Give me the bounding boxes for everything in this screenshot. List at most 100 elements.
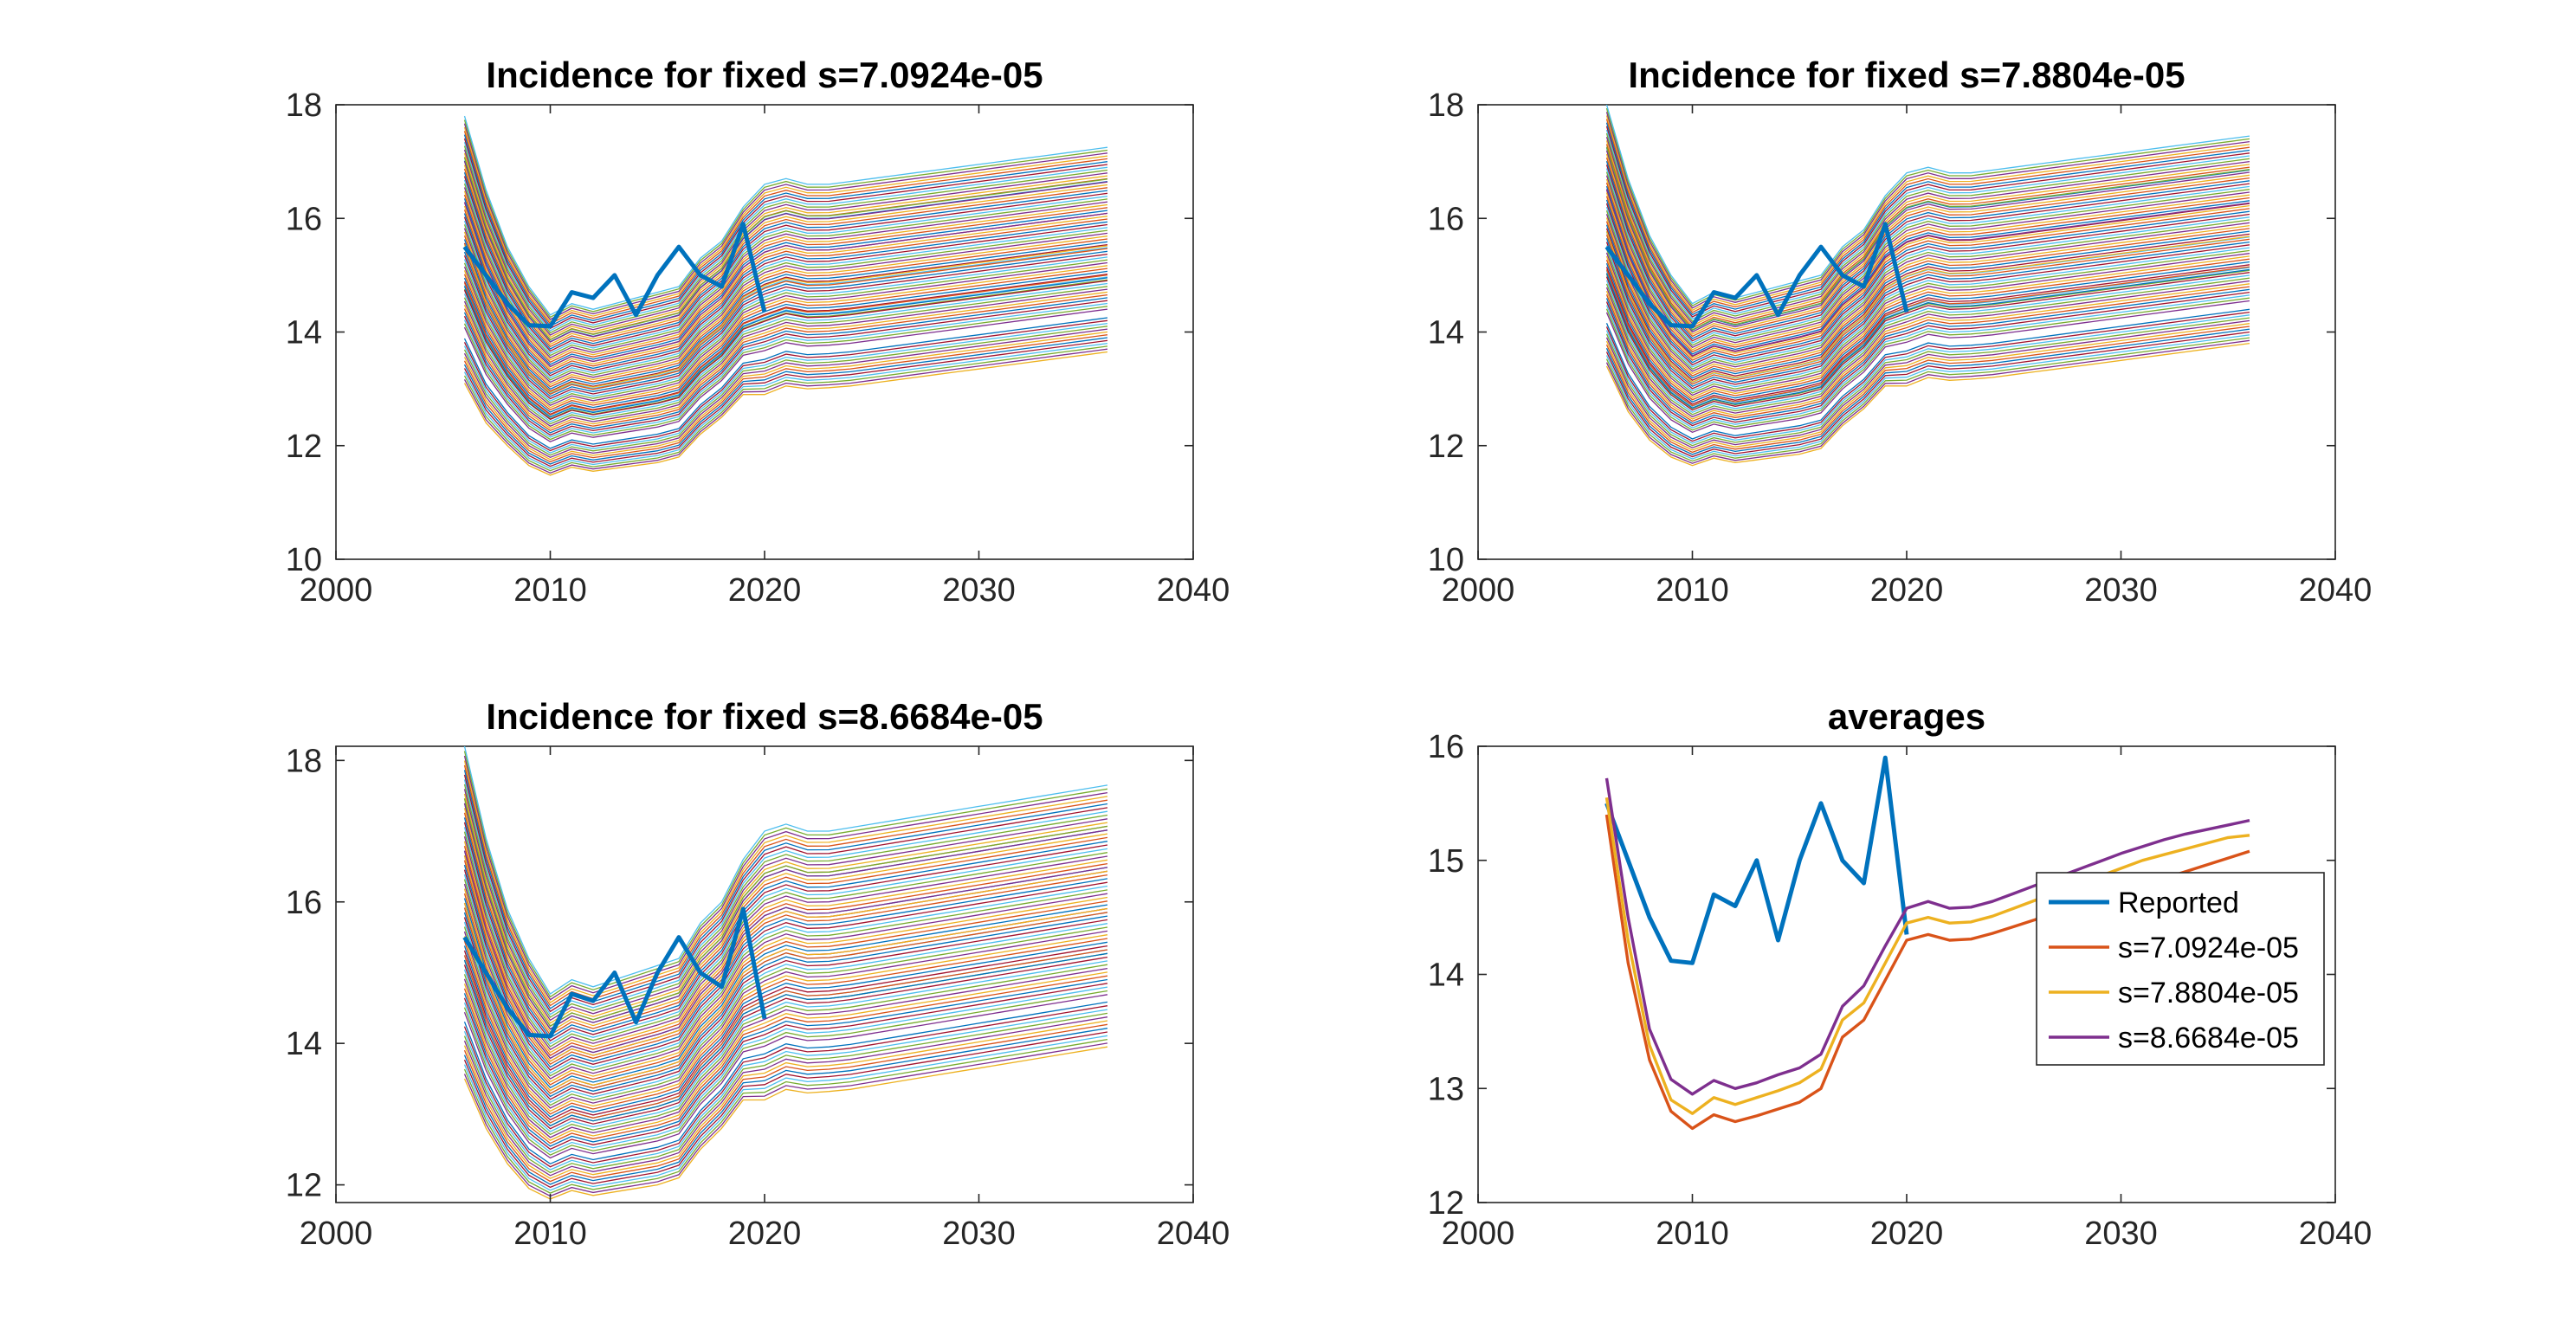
panel-3-ensemble-line <box>463 808 1108 1033</box>
panel-3-ensemble-line <box>463 779 1108 1016</box>
panel-3-ensemble-line <box>463 917 1108 1100</box>
panel-2-x-tick-label: 2040 <box>2299 572 2373 609</box>
panel-3-ensemble-line <box>463 817 1108 1039</box>
panel-2-ensemble-line <box>1605 274 2250 414</box>
panel-3-x-tick-label: 2000 <box>300 1216 373 1252</box>
panel-3-x-tick-label: 2030 <box>942 1216 1016 1252</box>
panel-3-ensemble-line <box>463 971 1108 1141</box>
panel-3-ensemble-line <box>463 1028 1108 1185</box>
panel-2-ensemble-line <box>1605 331 2250 458</box>
panel-2-ensemble-line <box>1605 214 2250 372</box>
panel-4: 2000 2010 2020 2030 2040 12 13 14 15 16 averages Re… <box>1428 696 2373 1252</box>
panel-1-ensemble-line <box>463 119 1108 319</box>
panel-3-ensemble-line <box>463 912 1108 1098</box>
panel-2-ensemble-line <box>1605 286 2250 422</box>
panel-3-ensemble-line <box>463 990 1108 1156</box>
panel-1-ensemble-line <box>463 302 1108 438</box>
panel-3-ensemble-line <box>463 1020 1108 1179</box>
panel-2-ensemble-line <box>1605 203 2250 366</box>
panel-3-ensemble-line <box>463 930 1108 1109</box>
panel-2-y-tick-label: 12 <box>1428 429 1464 465</box>
panel-3-x-tick-label: 2010 <box>513 1216 587 1252</box>
panel-2-ensemble-line <box>1605 221 2250 377</box>
panel-3-x-tick-label: 2040 <box>1157 1216 1230 1252</box>
panel-3-ensemble-line <box>463 975 1108 1145</box>
panel-1-ensemble-line <box>463 339 1108 468</box>
panel-2-ensemble-line <box>1605 126 2250 318</box>
panel-1-x-tick-label: 2010 <box>513 572 587 609</box>
panel-3-ensemble-line <box>463 798 1108 1028</box>
panel-1-ensemble-line <box>463 351 1108 476</box>
panel-2-ensemble-line <box>1605 277 2250 416</box>
panel-3-x-tick-label: 2020 <box>728 1216 802 1252</box>
panel-3-ensemble-line <box>463 934 1108 1112</box>
panel-3-ensemble-line <box>463 764 1108 1007</box>
panel-2-ensemble-line <box>1605 242 2250 390</box>
panel-3-ensemble-line <box>463 945 1108 1121</box>
panel-3-ensemble-line <box>463 941 1108 1118</box>
panel-3-ensemble-line <box>463 860 1108 1066</box>
panel-3-ensemble-line <box>463 902 1108 1092</box>
panel-1-ensemble-line <box>463 179 1108 354</box>
panel-4-y-tick-label: 12 <box>1428 1185 1464 1222</box>
panel-2-series-reported <box>1604 222 1909 329</box>
panel-2-ensemble-line <box>1605 217 2250 375</box>
panel-2-ensemble-line <box>1605 230 2250 383</box>
panel-3-ensemble-line <box>463 994 1108 1159</box>
panel-1-ensemble-line <box>463 246 1108 395</box>
panel-1-ensemble-line <box>463 259 1108 404</box>
panel-2-ensemble-line <box>1605 122 2250 316</box>
panel-1-plot-area <box>462 115 1108 476</box>
panel-2-ensemble-line <box>1605 137 2250 325</box>
panel-1-ensemble-line <box>463 183 1108 357</box>
panel-2-ensemble-line <box>1605 255 2250 398</box>
panel-1-ensemble-line <box>463 213 1108 374</box>
panel-2-ensemble-line <box>1605 189 2250 357</box>
panel-1-ensemble-line <box>463 198 1108 365</box>
panel-1-x-tick-label: 2020 <box>728 572 802 609</box>
panel-4-legend: Reported s=7.0924e-05 s=7.8804e-05 s=8.6684… <box>2036 872 2325 1066</box>
panel-2: 2000 2010 2020 2030 2040 10 12 14 16 18 Incidence … <box>1428 55 2373 609</box>
panel-1-ensemble-line <box>463 331 1108 461</box>
panel-3-ensemble-line <box>463 938 1108 1115</box>
panel-1-title: Incidence for fixed s=7.0924e-05 <box>486 55 1043 95</box>
panel-1-y-tick-label: 18 <box>286 87 322 124</box>
legend-label: Reported <box>2118 887 2239 919</box>
panel-2-ensemble-line <box>1605 210 2250 371</box>
panel-4-y-tick-label: 13 <box>1428 1071 1464 1107</box>
panel-1-ensemble-line <box>463 176 1108 352</box>
panel-3-y-tick-label: 12 <box>286 1168 322 1204</box>
panel-3-ensemble-line <box>463 879 1108 1077</box>
panel-4-x-tick-label: 2040 <box>2299 1216 2373 1252</box>
panel-3-ensemble-line <box>463 1009 1108 1171</box>
panel-1-ensemble-line <box>463 334 1108 463</box>
panel-1-ensemble-line <box>463 345 1108 472</box>
panel-2-ensemble-line <box>1605 283 2250 420</box>
panel-2-ensemble-line <box>1605 132 2250 323</box>
panel-2-ensemble-line <box>1605 161 2250 339</box>
panel-1-ensemble-line <box>463 123 1108 320</box>
panel-1-ensemble-line <box>463 300 1108 436</box>
panel-1-ensemble-line <box>463 280 1108 421</box>
panel-2-ensemble-line <box>1605 308 2250 440</box>
panel-3-plot-area <box>462 746 1108 1200</box>
panel-2-ensemble-line <box>1605 175 2250 349</box>
panel-2-ensemble-line <box>1605 252 2250 397</box>
panel-1-ensemble-line <box>463 187 1108 358</box>
panel-2-y-tick-label: 10 <box>1428 542 1464 578</box>
panel-1-ensemble-line <box>463 220 1108 379</box>
panel-4-x-tick-label: 2030 <box>2084 1216 2158 1252</box>
panel-3-ensemble-line <box>463 846 1108 1056</box>
panel-1-ensemble-line <box>463 164 1108 345</box>
legend-label: s=7.8804e-05 <box>2118 977 2299 1009</box>
panel-3-ensemble-line <box>463 803 1108 1030</box>
panel-1-ensemble-line <box>463 317 1108 449</box>
legend-label: s=7.0924e-05 <box>2118 932 2299 964</box>
panel-3-ensemble-line <box>463 978 1108 1147</box>
panel-2-ensemble-line <box>1605 150 2250 333</box>
panel-2-title: Incidence for fixed s=7.8804e-05 <box>1628 55 2185 95</box>
panel-3-ensemble-line <box>463 949 1108 1124</box>
panel-2-ensemble-line <box>1605 326 2250 454</box>
panel-2-ensemble-line <box>1605 157 2250 338</box>
